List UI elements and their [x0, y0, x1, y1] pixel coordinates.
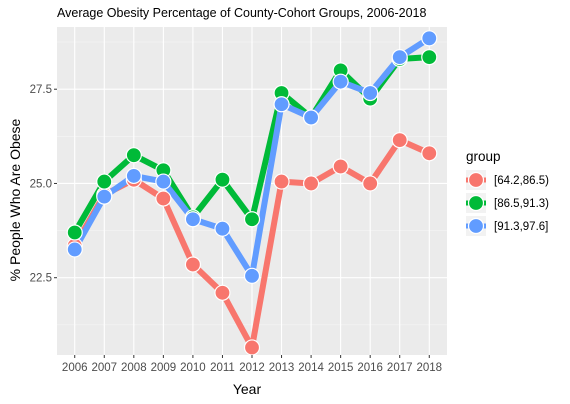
data-point [96, 173, 113, 190]
legend-label: [91.3,97.6] [494, 221, 548, 233]
data-point [362, 84, 379, 102]
data-point [302, 109, 320, 126]
legend-item: [86.5,91.3) [466, 193, 549, 213]
legend-title: group [466, 149, 501, 164]
x-tick-label: 2008 [121, 362, 147, 374]
data-point [214, 171, 231, 188]
data-point [214, 220, 231, 237]
legend-item: [91.3,97.6] [466, 216, 548, 236]
data-point [421, 49, 438, 66]
data-point [391, 132, 408, 149]
data-point [362, 175, 379, 192]
legend-label: [64.2,86.5) [494, 175, 549, 187]
x-axis-ticks: 2006 2007 2008 2009 2010 2011 2012 2013 2014 2015… [62, 355, 442, 374]
data-point [155, 173, 172, 190]
data-point [155, 190, 172, 207]
x-tick-label: 2010 [180, 362, 206, 374]
data-point [421, 30, 438, 47]
legend-label: [86.5,91.3) [494, 198, 549, 210]
data-point [302, 175, 320, 192]
data-point [184, 256, 202, 273]
x-tick-label: 2015 [328, 362, 354, 374]
x-tick-label: 2017 [387, 362, 413, 374]
data-point [66, 241, 83, 258]
x-tick-label: 2011 [210, 362, 235, 374]
data-point [243, 267, 261, 284]
data-point [421, 145, 438, 162]
data-point [332, 73, 349, 90]
y-axis-title: % People Who Are Obese [7, 118, 23, 281]
y-tick-label: 22.5 [30, 273, 52, 285]
data-point [214, 284, 231, 301]
x-tick-label: 2016 [357, 362, 383, 374]
data-point [391, 49, 408, 66]
legend-key-point [467, 194, 485, 212]
data-point [96, 188, 113, 205]
x-tick-label: 2009 [151, 362, 177, 374]
legend-key-point [467, 217, 485, 235]
data-point [184, 211, 202, 228]
x-axis-title: Year [233, 381, 262, 397]
data-point [66, 224, 83, 241]
series-points [66, 30, 438, 356]
chart-title: Average Obesity Percentage of County-Coh… [57, 6, 426, 20]
data-point [273, 173, 290, 190]
x-tick-label: 2018 [416, 362, 442, 374]
x-tick-label: 2013 [269, 362, 295, 374]
x-tick-label: 2006 [62, 362, 88, 374]
data-point [273, 96, 290, 113]
x-tick-label: 2007 [91, 362, 117, 374]
data-point [125, 167, 142, 185]
y-tick-label: 25.0 [30, 178, 52, 190]
legend-key-point [467, 171, 485, 189]
data-point [243, 339, 261, 356]
legend: group [64.2,86.5) [86.5,91.3) [91.3,97.6] [466, 149, 549, 236]
data-point [125, 147, 142, 164]
data-point [332, 158, 349, 175]
data-point [243, 211, 261, 228]
x-tick-label: 2012 [239, 362, 265, 374]
y-axis-ticks: 22.5 25.0 27.5 [30, 84, 57, 285]
x-tick-label: 2014 [298, 362, 324, 374]
legend-item: [64.2,86.5) [466, 170, 549, 190]
y-tick-label: 27.5 [30, 84, 52, 96]
